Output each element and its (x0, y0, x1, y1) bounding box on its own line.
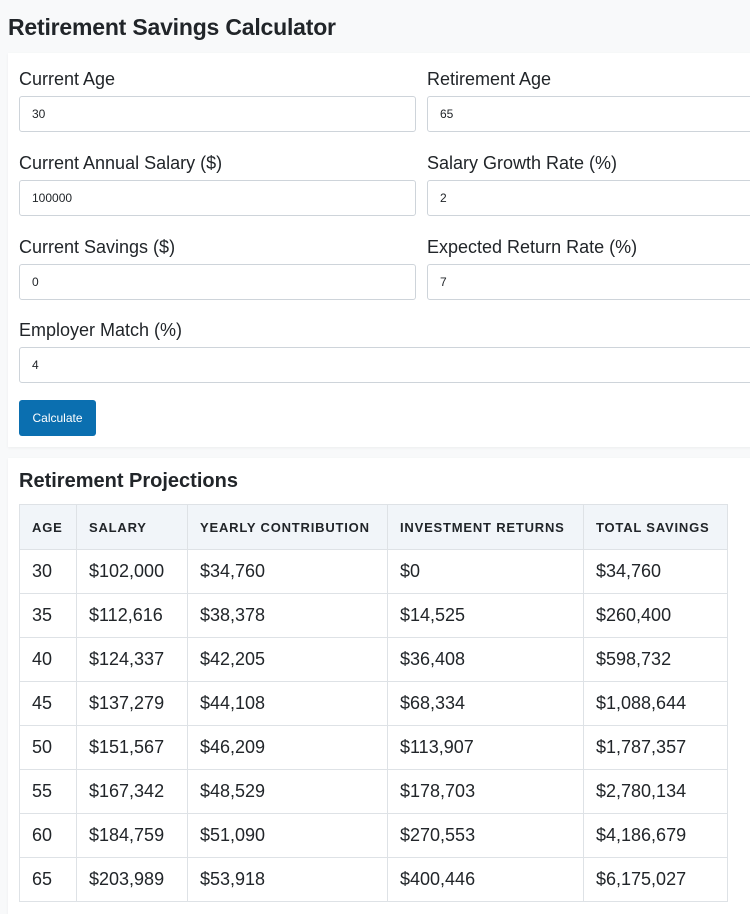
cell-salary: $203,989 (76, 857, 188, 902)
cell-age: 60 (19, 813, 77, 858)
cell-salary: $167,342 (76, 769, 188, 814)
table-header-row: AGE SALARY YEARLY CONTRIBUTION INVESTMEN… (19, 504, 728, 550)
cell-total-savings: $34,760 (583, 549, 728, 594)
cell-salary: $151,567 (76, 725, 188, 770)
page-title: Retirement Savings Calculator (8, 14, 336, 40)
calculator-form: Current Age Retirement Age Current Annua… (8, 53, 750, 447)
current-salary-label: Current Annual Salary ($) (19, 153, 223, 173)
cell-yearly-contribution: $53,918 (187, 857, 388, 902)
cell-age: 65 (19, 857, 77, 902)
cell-total-savings: $598,732 (583, 637, 728, 682)
results-title: Retirement Projections (19, 470, 238, 492)
cell-investment-returns: $113,907 (387, 725, 584, 770)
cell-investment-returns: $400,446 (387, 857, 584, 902)
cell-investment-returns: $68,334 (387, 681, 584, 726)
table-row: 40 $124,337 $42,205 $36,408 $598,732 (19, 637, 728, 682)
cell-total-savings: $4,186,679 (583, 813, 728, 858)
results-panel: Retirement Projections AGE SALARY YEARLY… (8, 458, 750, 914)
cell-yearly-contribution: $42,205 (187, 637, 388, 682)
current-savings-input[interactable] (19, 264, 416, 300)
cell-salary: $184,759 (76, 813, 188, 858)
projections-table: AGE SALARY YEARLY CONTRIBUTION INVESTMEN… (19, 504, 728, 902)
table-row: 55 $167,342 $48,529 $178,703 $2,780,134 (19, 769, 728, 814)
cell-investment-returns: $270,553 (387, 813, 584, 858)
table-row: 35 $112,616 $38,378 $14,525 $260,400 (19, 593, 728, 638)
cell-investment-returns: $14,525 (387, 593, 584, 638)
current-age-label: Current Age (19, 69, 116, 89)
cell-total-savings: $260,400 (583, 593, 728, 638)
return-rate-label: Expected Return Rate (%) (427, 237, 638, 257)
cell-yearly-contribution: $51,090 (187, 813, 388, 858)
cell-age: 35 (19, 593, 77, 638)
column-header-total-savings: TOTAL SAVINGS (583, 504, 728, 550)
table-row: 65 $203,989 $53,918 $400,446 $6,175,027 (19, 857, 728, 902)
cell-yearly-contribution: $48,529 (187, 769, 388, 814)
cell-yearly-contribution: $34,760 (187, 549, 388, 594)
retirement-age-label: Retirement Age (427, 69, 552, 89)
cell-total-savings: $6,175,027 (583, 857, 728, 902)
column-header-yearly-contribution: YEARLY CONTRIBUTION (187, 504, 388, 550)
retirement-age-input[interactable] (427, 96, 750, 132)
current-age-input[interactable] (19, 96, 416, 132)
column-header-age: AGE (19, 504, 77, 550)
cell-age: 55 (19, 769, 77, 814)
cell-total-savings: $1,088,644 (583, 681, 728, 726)
cell-yearly-contribution: $44,108 (187, 681, 388, 726)
cell-total-savings: $1,787,357 (583, 725, 728, 770)
salary-growth-input[interactable] (427, 180, 750, 216)
cell-age: 30 (19, 549, 77, 594)
table-row: 50 $151,567 $46,209 $113,907 $1,787,357 (19, 725, 728, 770)
salary-growth-label: Salary Growth Rate (%) (427, 153, 618, 173)
cell-age: 45 (19, 681, 77, 726)
cell-investment-returns: $178,703 (387, 769, 584, 814)
cell-age: 50 (19, 725, 77, 770)
table-row: 45 $137,279 $44,108 $68,334 $1,088,644 (19, 681, 728, 726)
calculate-button[interactable]: Calculate (19, 400, 96, 436)
column-header-investment-returns: INVESTMENT RETURNS (387, 504, 584, 550)
table-row: 60 $184,759 $51,090 $270,553 $4,186,679 (19, 813, 728, 858)
cell-salary: $112,616 (76, 593, 188, 638)
cell-yearly-contribution: $46,209 (187, 725, 388, 770)
current-salary-input[interactable] (19, 180, 416, 216)
employer-match-input[interactable] (19, 347, 750, 383)
cell-age: 40 (19, 637, 77, 682)
cell-investment-returns: $0 (387, 549, 584, 594)
column-header-salary: SALARY (76, 504, 188, 550)
return-rate-input[interactable] (427, 264, 750, 300)
cell-salary: $124,337 (76, 637, 188, 682)
cell-total-savings: $2,780,134 (583, 769, 728, 814)
cell-investment-returns: $36,408 (387, 637, 584, 682)
current-savings-label: Current Savings ($) (19, 237, 176, 257)
cell-salary: $102,000 (76, 549, 188, 594)
employer-match-label: Employer Match (%) (19, 320, 183, 340)
cell-yearly-contribution: $38,378 (187, 593, 388, 638)
table-row: 30 $102,000 $34,760 $0 $34,760 (19, 549, 728, 594)
cell-salary: $137,279 (76, 681, 188, 726)
